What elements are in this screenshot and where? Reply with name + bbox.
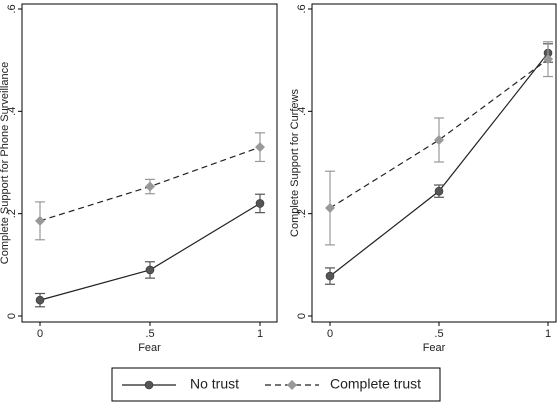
marker bbox=[255, 199, 265, 208]
series-line bbox=[329, 52, 549, 277]
legend-marker bbox=[287, 380, 297, 390]
legend: No trust Complete trust bbox=[111, 367, 441, 402]
x-tick-label: .5 bbox=[145, 328, 154, 340]
plot-frame bbox=[311, 3, 557, 323]
legend-label: Complete trust bbox=[330, 376, 421, 392]
y-tick-label: .4 bbox=[296, 107, 308, 116]
y-axis-label: Complete Support for Curfews bbox=[289, 89, 301, 237]
y-axis-label: Complete Support for Phone Surveillance bbox=[0, 62, 11, 264]
marker bbox=[255, 142, 265, 153]
marker bbox=[434, 186, 444, 196]
x-axis-label: Fear bbox=[138, 342, 161, 354]
marker bbox=[145, 181, 155, 192]
y-tick-label: .4 bbox=[6, 107, 18, 116]
x-tick-label: 1 bbox=[545, 328, 551, 340]
marker bbox=[325, 271, 335, 281]
marker bbox=[145, 265, 155, 275]
x-tick-label: 1 bbox=[257, 328, 263, 340]
legend-marker bbox=[144, 380, 154, 390]
marker bbox=[35, 295, 45, 305]
marker bbox=[543, 54, 553, 65]
x-tick-label: .5 bbox=[434, 328, 443, 340]
marker bbox=[325, 203, 335, 214]
marker bbox=[35, 215, 45, 226]
x-axis-label: Fear bbox=[423, 342, 446, 354]
marker bbox=[434, 134, 444, 145]
y-tick-label: .6 bbox=[296, 4, 308, 13]
y-tick-label: 0 bbox=[296, 313, 308, 319]
panel: 0 .2 .4 .6 0 .5 1 Fear Complete Support for Curf… bbox=[289, 3, 557, 354]
x-tick-label: 0 bbox=[37, 328, 43, 340]
series-line bbox=[329, 58, 549, 209]
x-tick-label: 0 bbox=[327, 328, 333, 340]
y-tick-label: 0 bbox=[6, 313, 18, 319]
legend-label: No trust bbox=[190, 376, 239, 392]
panel: 0 .2 .4 .6 0 .5 1 Fear Complete Support for Phon… bbox=[0, 3, 278, 354]
y-tick-label: .2 bbox=[6, 209, 18, 218]
series-line bbox=[39, 202, 261, 301]
y-tick-label: .6 bbox=[6, 4, 18, 13]
y-tick-label: .2 bbox=[296, 209, 308, 218]
